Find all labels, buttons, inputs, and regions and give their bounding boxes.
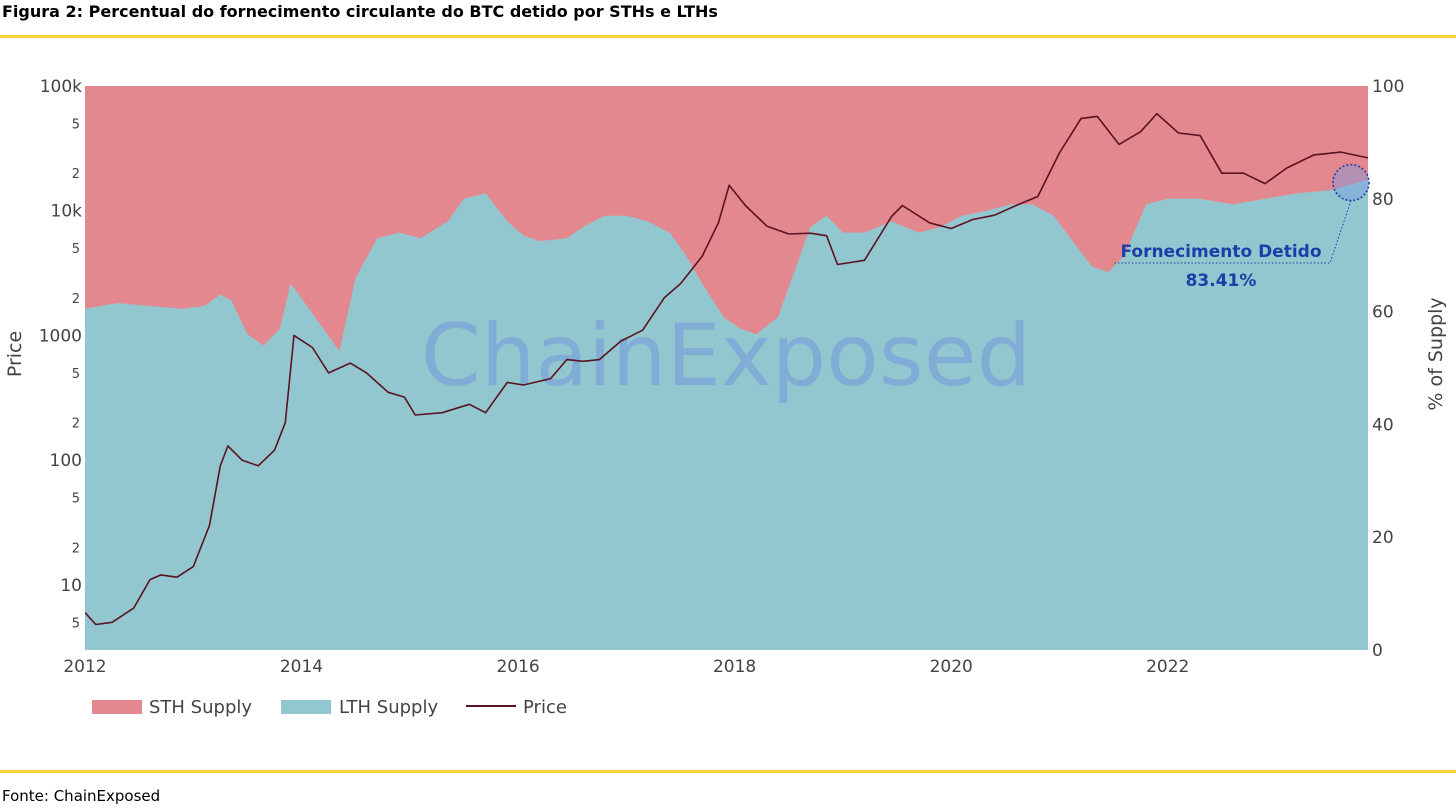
left-axis-minor-tick-label: 5 xyxy=(72,118,80,133)
x-axis-tick-label: 2018 xyxy=(713,657,756,677)
lth-supply-area xyxy=(85,179,1368,650)
watermark: ChainExposed xyxy=(421,306,1031,406)
right-axis-tick-label: 60 xyxy=(1372,303,1394,323)
left-axis-title: Price xyxy=(4,331,26,377)
x-axis-tick-label: 2014 xyxy=(280,657,323,677)
legend-swatch-sth xyxy=(92,700,142,714)
right-axis-tick-label: 0 xyxy=(1372,641,1383,661)
left-axis-minor-tick-label: 5 xyxy=(72,242,80,257)
x-axis-tick-label: 2020 xyxy=(930,657,973,677)
chart-legend: STH Supply LTH Supply Price xyxy=(92,697,567,718)
left-axis-minor-tick-label: 5 xyxy=(72,367,80,382)
x-axis-tick-label: 2012 xyxy=(63,657,106,677)
left-price-axis: 10 100 1000 10k 100k 5 2 5 2 5 2 5 2 5 xyxy=(39,77,82,631)
left-axis-minor-tick-label: 2 xyxy=(72,417,80,432)
left-axis-tick-label: 100k xyxy=(40,77,82,97)
right-supply-axis: 0 20 40 60 80 100 xyxy=(1372,77,1404,661)
annotation-value: 83.41% xyxy=(1186,271,1257,291)
right-axis-tick-label: 80 xyxy=(1372,190,1394,210)
top-divider xyxy=(0,35,1456,38)
left-axis-tick-label: 100 xyxy=(50,451,82,471)
x-axis-tick-label: 2016 xyxy=(496,657,539,677)
left-axis-minor-tick-label: 5 xyxy=(72,616,80,631)
annotation-leader-line xyxy=(1113,200,1352,264)
price-line xyxy=(85,112,1368,626)
annotation-marker xyxy=(1332,163,1370,202)
left-axis-minor-tick-label: 5 xyxy=(72,492,80,507)
left-axis-tick-label: 10k xyxy=(51,202,83,222)
annotation-title: Fornecimento Detido xyxy=(1120,242,1321,262)
right-axis-tick-label: 20 xyxy=(1372,528,1394,548)
left-axis-minor-tick-label: 2 xyxy=(72,541,80,556)
x-axis-tick-label: 2022 xyxy=(1146,657,1189,677)
plot-area: ChainExposed xyxy=(85,86,1368,650)
left-axis-minor-tick-label: 2 xyxy=(72,292,80,307)
legend-label-lth: LTH Supply xyxy=(339,697,438,718)
held-supply-annotation: Fornecimento Detido 83.41% xyxy=(1113,163,1370,291)
legend-swatch-lth xyxy=(281,700,331,714)
legend-label-sth: STH Supply xyxy=(149,697,252,718)
left-axis-minor-tick-label: 2 xyxy=(72,167,80,182)
source-note: Fonte: ChainExposed xyxy=(2,787,161,805)
left-axis-tick-label: 1000 xyxy=(39,326,82,346)
legend-label-price: Price xyxy=(523,697,567,718)
x-axis: 2012 2014 2016 2018 2020 2022 xyxy=(63,657,1189,677)
right-axis-tick-label: 40 xyxy=(1372,415,1394,435)
left-axis-tick-label: 10 xyxy=(60,576,82,596)
right-axis-title: % of Supply xyxy=(1425,297,1447,410)
right-axis-tick-label: 100 xyxy=(1372,77,1404,97)
figure-title: Figura 2: Percentual do fornecimento cir… xyxy=(2,2,718,21)
bottom-divider xyxy=(0,770,1456,773)
